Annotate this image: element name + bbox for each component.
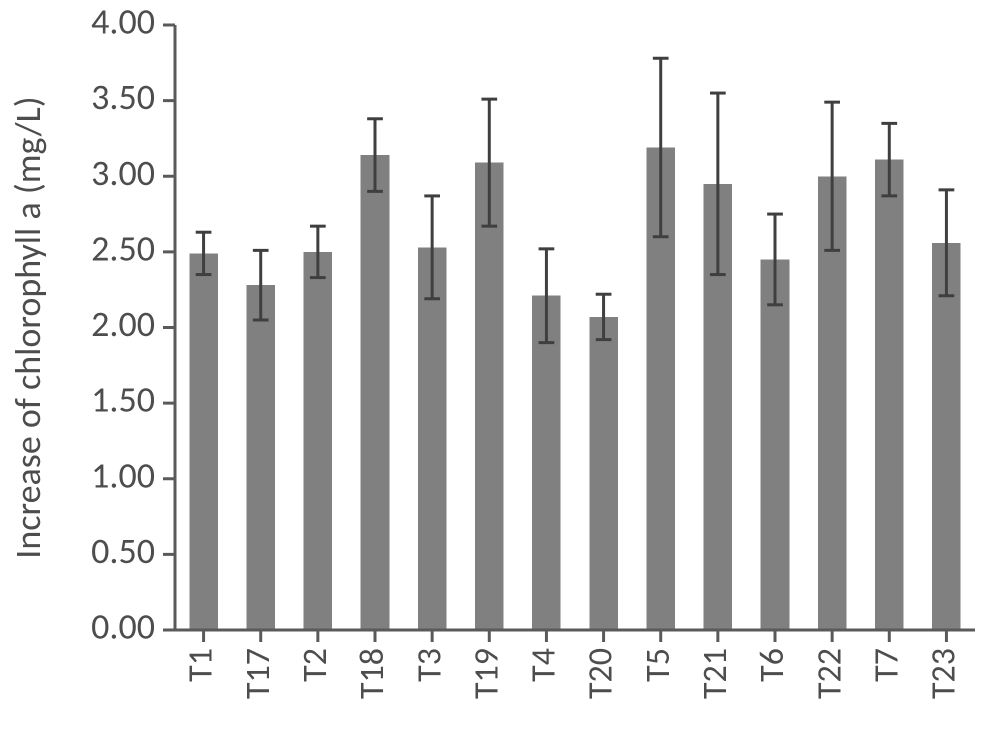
x-tick-label: T5 [638, 648, 679, 682]
y-tick-label: 4.00 [91, 0, 155, 44]
y-tick-label: 0.00 [91, 605, 155, 649]
y-tick-label: 1.50 [91, 378, 155, 422]
x-tick-label: T20 [581, 648, 622, 699]
x-tick-label: T22 [809, 648, 850, 699]
x-tick-label: T19 [466, 648, 507, 699]
bar [875, 160, 904, 630]
bar [761, 259, 790, 630]
y-tick-label: 3.00 [91, 151, 155, 195]
x-tick-label: T6 [752, 648, 793, 682]
bar [418, 247, 447, 630]
x-tick-label: T23 [924, 648, 965, 699]
y-tick-label: 0.50 [91, 529, 155, 573]
chart-container: 0.00 0.50 1.00 1.50 2.00 2.50 3.00 3.50 4.00 T1 T1… [0, 0, 1000, 753]
y-axis-title: Increase of chlorophyll a (mg/L) [6, 96, 50, 558]
x-tick-label: T18 [352, 648, 393, 699]
bar [304, 252, 333, 630]
bar [589, 317, 618, 630]
x-tick-label: T4 [524, 648, 565, 682]
bar [361, 155, 390, 630]
bar [246, 285, 275, 630]
y-tick-label: 2.00 [91, 302, 155, 346]
y-tick-label: 2.50 [91, 226, 155, 270]
x-tick-label: T1 [181, 648, 222, 682]
bar-chart: 0.00 0.50 1.00 1.50 2.00 2.50 3.00 3.50 4.00 T1 T1… [0, 0, 1000, 753]
x-tick-label: T21 [695, 648, 736, 699]
y-tick-label: 1.00 [91, 453, 155, 497]
x-tick-label: T3 [409, 648, 450, 682]
bar [189, 253, 218, 630]
x-tick-label: T7 [866, 648, 907, 682]
bar [932, 243, 961, 630]
y-tick-label: 3.50 [91, 75, 155, 119]
x-tick-label: T17 [238, 648, 279, 699]
x-tick-label: T2 [295, 648, 336, 682]
bar [475, 163, 504, 630]
bar [532, 296, 561, 630]
